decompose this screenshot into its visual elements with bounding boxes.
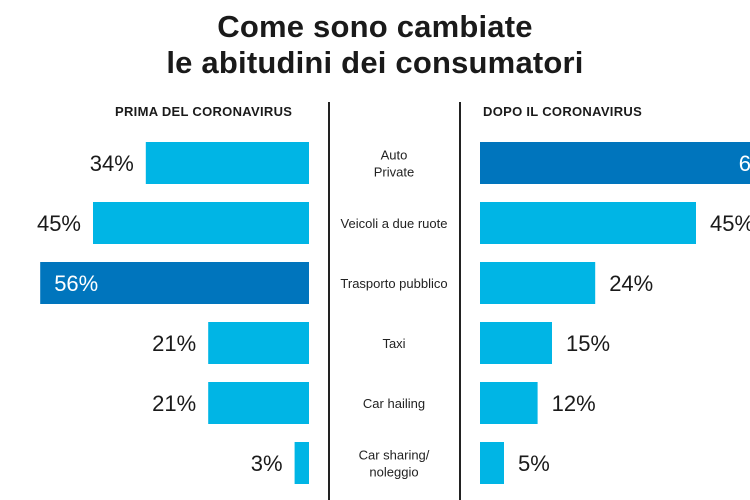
category-label-5-1: noleggio bbox=[369, 465, 418, 480]
category-label-5-0: Car sharing/ bbox=[359, 448, 430, 463]
value-label-prima-3: 21% bbox=[152, 331, 196, 356]
chart-title-line-1: Come sono cambiate bbox=[217, 9, 533, 44]
value-label-prima-0: 34% bbox=[90, 151, 134, 176]
bar-prima-4 bbox=[208, 382, 309, 424]
category-label-4-0: Car hailing bbox=[363, 396, 425, 411]
bar-prima-5 bbox=[294, 442, 309, 484]
bar-dopo-3 bbox=[480, 322, 552, 364]
left-series-heading: PRIMA DEL CORONAVIRUS bbox=[115, 104, 293, 119]
value-label-dopo-1: 45% bbox=[710, 211, 750, 236]
right-series-heading: DOPO IL CORONAVIRUS bbox=[483, 104, 643, 119]
right-divider bbox=[459, 102, 461, 500]
value-label-dopo-5: 5% bbox=[518, 451, 550, 476]
value-label-dopo-3: 15% bbox=[566, 331, 610, 356]
value-label-dopo-0: 66% bbox=[739, 151, 750, 176]
category-label-0-1: Private bbox=[374, 165, 414, 180]
category-label-3-0: Taxi bbox=[382, 336, 405, 351]
bar-dopo-4 bbox=[480, 382, 538, 424]
value-label-prima-4: 21% bbox=[152, 391, 196, 416]
bar-dopo-1 bbox=[480, 202, 696, 244]
bar-prima-2 bbox=[40, 262, 309, 304]
bar-dopo-5 bbox=[480, 442, 504, 484]
category-label-0-0: Auto bbox=[381, 148, 408, 163]
bar-prima-3 bbox=[208, 322, 309, 364]
left-divider bbox=[328, 102, 330, 500]
bar-prima-1 bbox=[93, 202, 309, 244]
chart-title-line-2: le abitudini dei consumatori bbox=[166, 45, 584, 80]
value-label-prima-2: 56% bbox=[54, 271, 98, 296]
bar-dopo-0 bbox=[480, 142, 750, 184]
category-label-2-0: Trasporto pubblico bbox=[340, 276, 447, 291]
value-label-dopo-2: 24% bbox=[609, 271, 653, 296]
value-label-dopo-4: 12% bbox=[552, 391, 596, 416]
value-label-prima-5: 3% bbox=[251, 451, 283, 476]
value-label-prima-1: 45% bbox=[37, 211, 81, 236]
bar-prima-0 bbox=[145, 142, 309, 184]
bar-dopo-2 bbox=[480, 262, 596, 304]
category-label-1-0: Veicoli a due ruote bbox=[341, 216, 448, 231]
